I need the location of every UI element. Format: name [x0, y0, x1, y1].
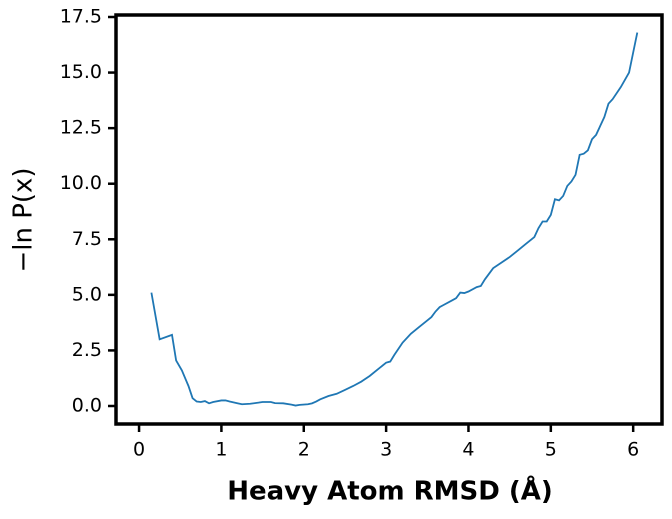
y-tick-label: 15.0	[60, 61, 102, 83]
data-line	[150, 32, 639, 407]
y-axis-title: −ln P(x)	[9, 167, 39, 272]
y-tick-label: 12.5	[60, 117, 102, 139]
plot-frame	[114, 13, 664, 426]
y-tick-label: 0.0	[72, 394, 102, 416]
x-tick-label: 6	[627, 439, 639, 461]
x-tick-label: 5	[545, 439, 557, 461]
x-tick-label: 1	[215, 439, 227, 461]
x-tick-label: 3	[380, 439, 392, 461]
x-tick-label: 4	[462, 439, 474, 461]
y-tick-label: 7.5	[72, 228, 102, 250]
x-tick-label: 2	[298, 439, 310, 461]
y-tick-label: 2.5	[72, 339, 102, 361]
y-tick-label: 10.0	[60, 172, 102, 194]
y-tick-label: 5.0	[72, 283, 102, 305]
y-tick-label: 17.5	[60, 6, 102, 28]
x-tick-label: 0	[133, 439, 145, 461]
x-axis-title: Heavy Atom RMSD (Å)	[227, 475, 553, 507]
